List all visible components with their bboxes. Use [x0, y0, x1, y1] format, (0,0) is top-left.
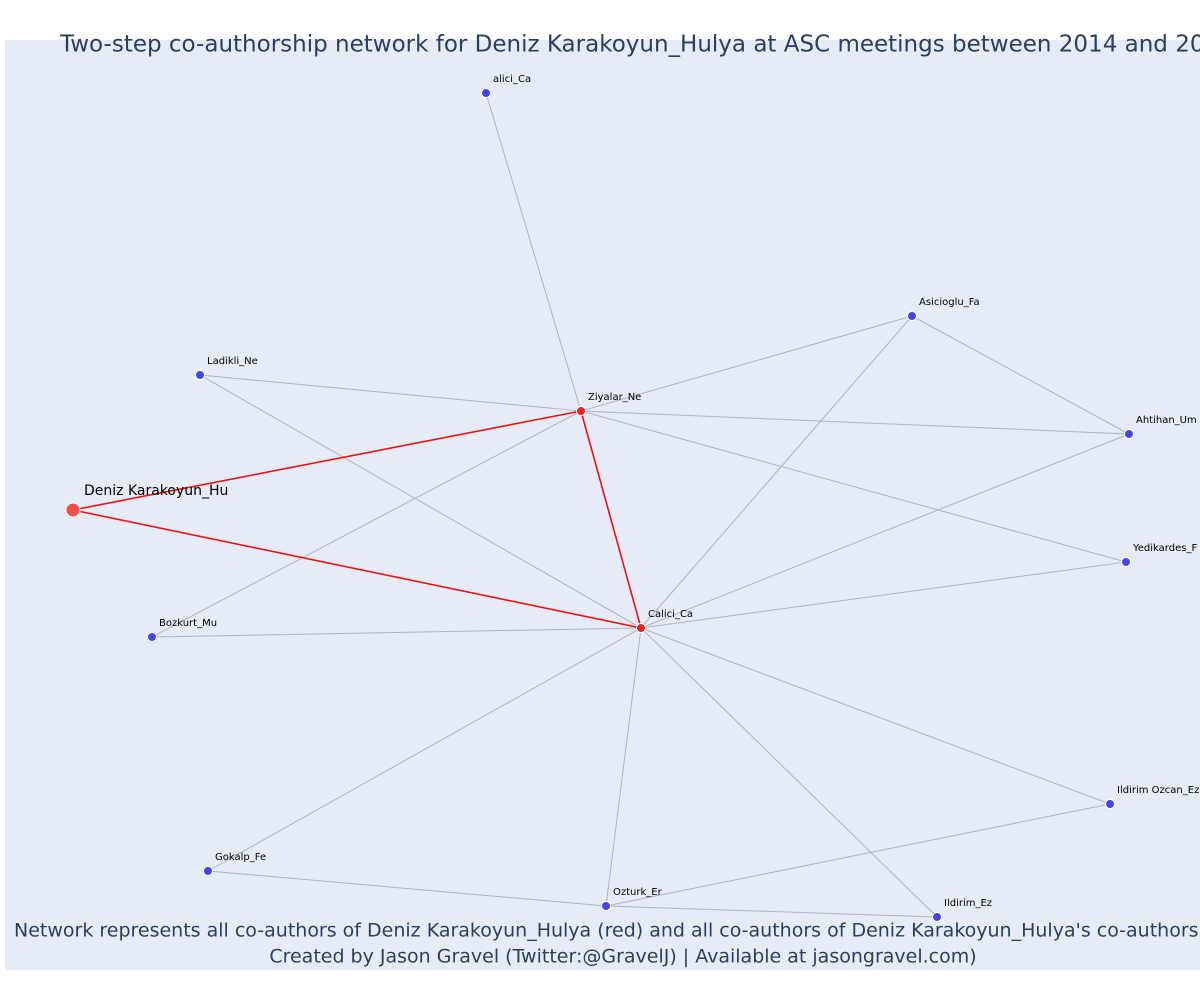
node-label: Ildirim_Ez [944, 898, 992, 909]
edge [580, 410, 1130, 435]
node [907, 311, 917, 321]
node [1124, 429, 1134, 439]
footer-line: Created by Jason Gravel (Twitter:@Gravel… [269, 946, 976, 968]
nodes: alici_Ca Asicioglu_Fa Ladikli_Ne Ziyalar_Ne… [65, 74, 1199, 922]
node [1105, 799, 1115, 809]
edge [207, 627, 642, 872]
node-label: Ozturk_Er [613, 887, 663, 898]
edge [207, 870, 607, 907]
edge [199, 374, 642, 629]
edge [640, 315, 913, 629]
edge [640, 627, 1111, 805]
node-label: alici_Ca [493, 74, 531, 85]
edge [485, 92, 582, 412]
edge [640, 433, 1130, 629]
edge [605, 803, 1111, 907]
node-label: Calici_Ca [648, 609, 693, 620]
node [147, 632, 157, 642]
node-label: Ildirim Ozcan_Ez [1117, 785, 1199, 796]
node [481, 88, 491, 98]
footer-line: Network represents all co-authors of Den… [14, 920, 1200, 942]
node-label: Asicioglu_Fa [919, 297, 980, 308]
title: Two-step co-authorship network for Deniz… [59, 32, 1200, 58]
node-label: Gokalp_Fe [215, 852, 266, 863]
plot-area [5, 40, 1200, 970]
edge [151, 410, 582, 638]
edge [580, 410, 1127, 563]
edge [580, 315, 913, 412]
node [65, 502, 81, 518]
edge [605, 627, 642, 907]
node-label: Bozkurt_Mu [159, 618, 217, 629]
node [195, 370, 205, 380]
edge [72, 509, 642, 629]
edge [640, 561, 1127, 629]
edge [151, 627, 642, 638]
node-label: Deniz Karakoyun_Hu [84, 483, 228, 499]
node [932, 912, 942, 922]
edges [72, 92, 1130, 918]
node [601, 901, 611, 911]
node-label: Ahtihan_Um [1136, 415, 1197, 426]
node-label: Ladikli_Ne [207, 356, 258, 367]
node-label: Ziyalar_Ne [588, 392, 641, 403]
edge [199, 374, 582, 412]
node [1121, 557, 1131, 567]
node [203, 866, 213, 876]
node [576, 406, 586, 416]
edge [911, 315, 1130, 435]
edge [72, 410, 582, 511]
node [636, 623, 646, 633]
node-label: Yedikardes_F [1132, 543, 1197, 554]
edge [580, 410, 642, 629]
edge [640, 627, 938, 918]
edge [605, 905, 938, 918]
